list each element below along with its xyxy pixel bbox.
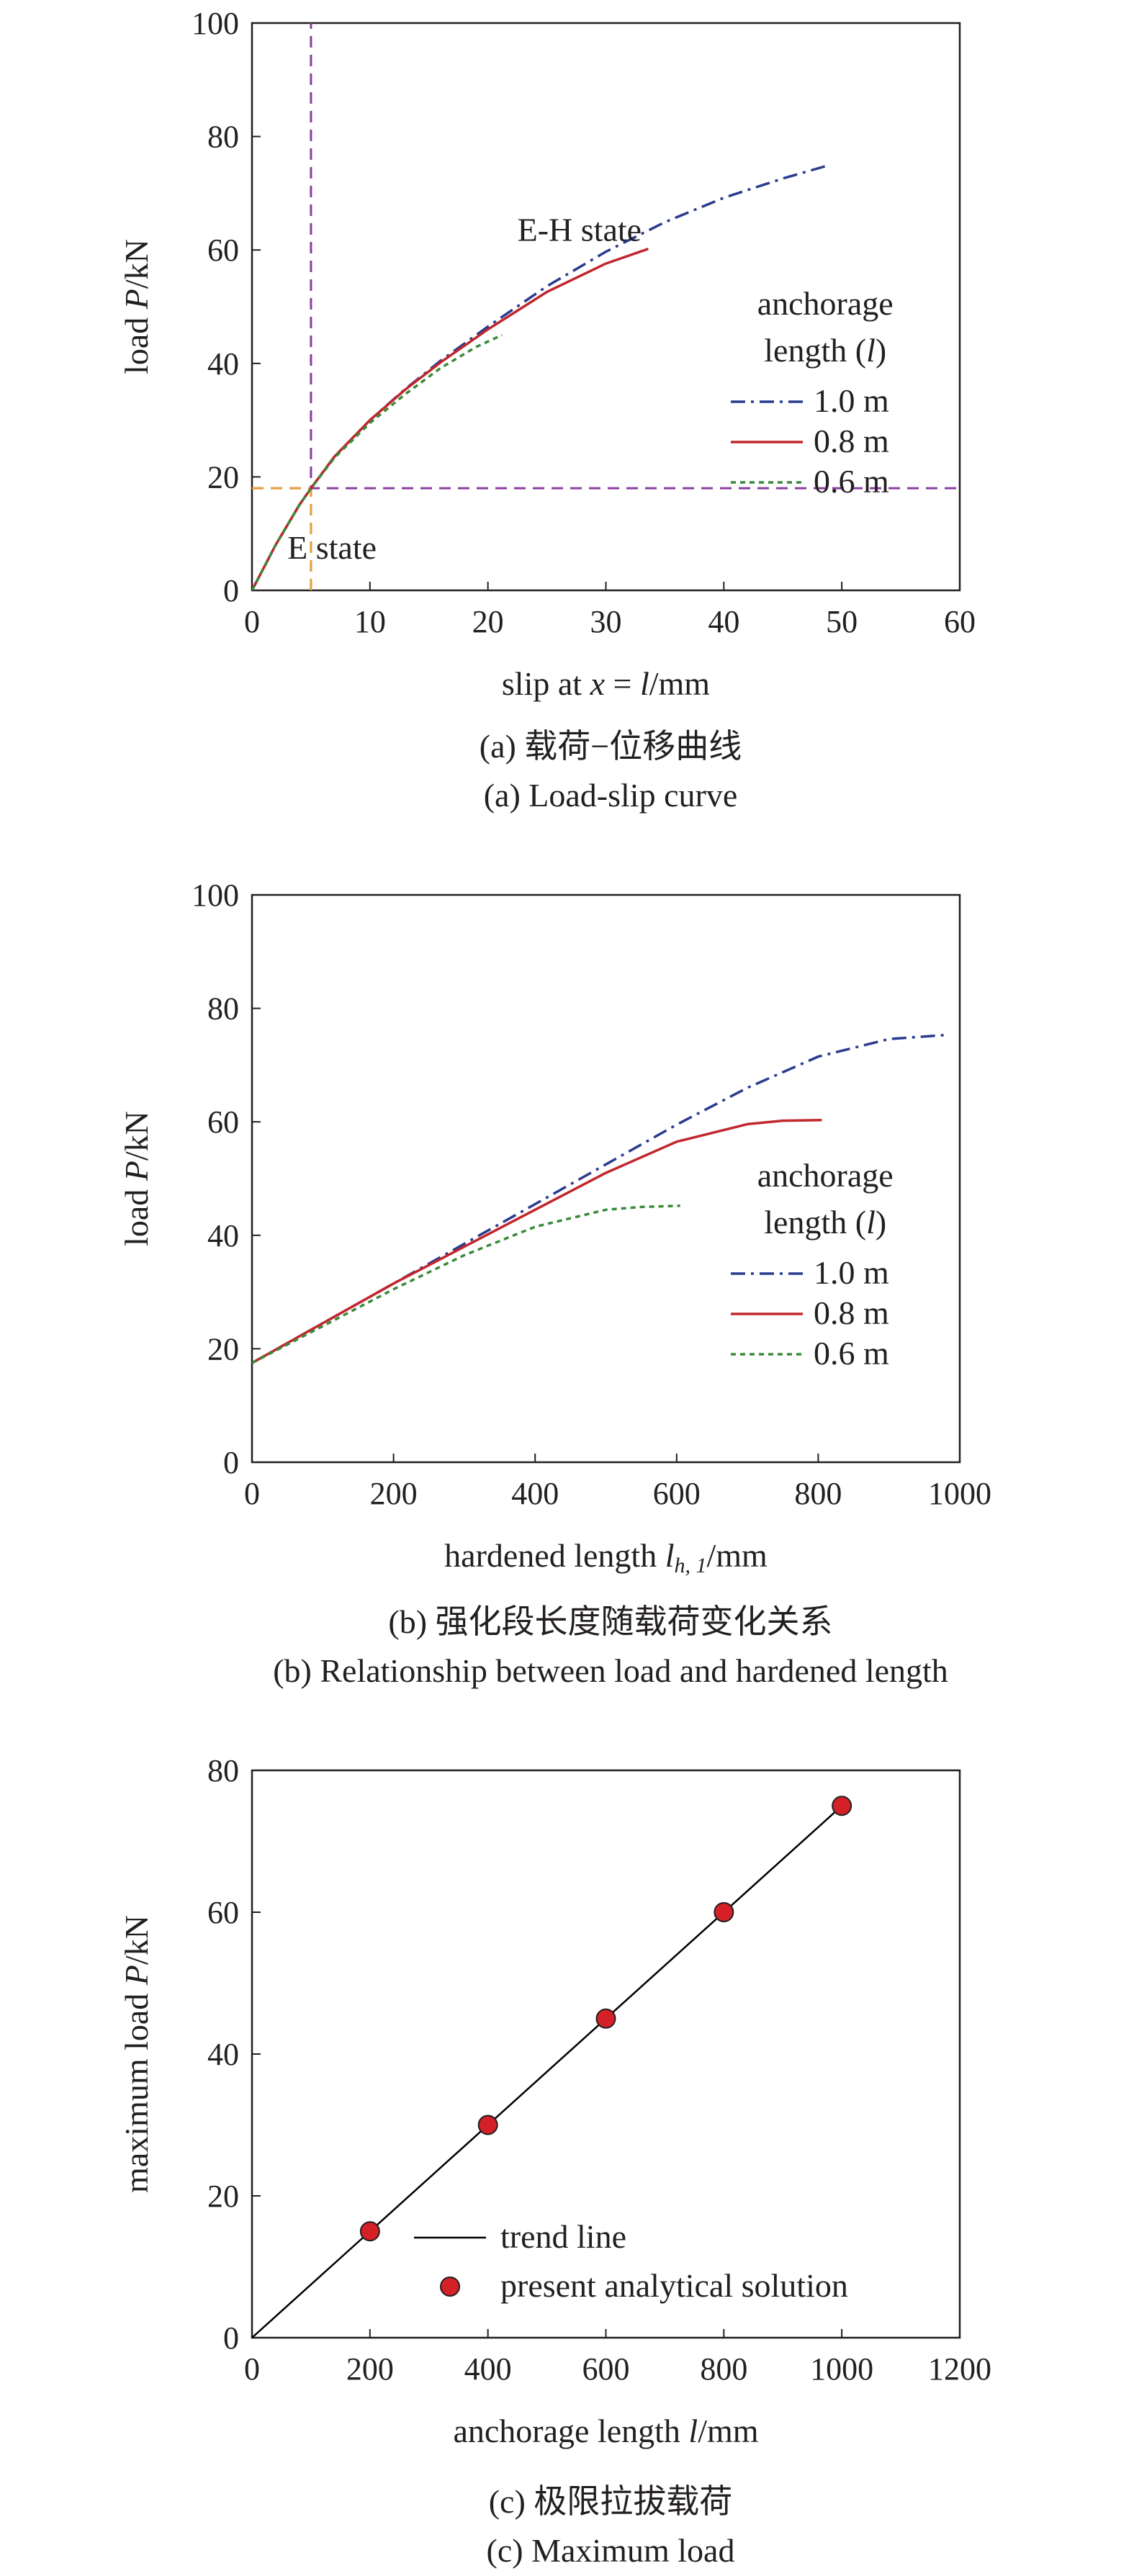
x-tick-label: 1000 bbox=[928, 1476, 991, 1511]
x-tick-label: 1200 bbox=[928, 2351, 991, 2387]
x-tick-label: 600 bbox=[653, 1476, 701, 1511]
caption-a-en: (a) Load-slip curve bbox=[484, 777, 738, 814]
y-tick-label: 80 bbox=[207, 120, 239, 155]
legend-title: anchorage bbox=[757, 285, 894, 322]
y-tick-label: 0 bbox=[223, 1445, 239, 1480]
y-tick-label: 20 bbox=[207, 2179, 239, 2214]
plot-frame bbox=[251, 893, 961, 1464]
data-point bbox=[832, 1796, 852, 1816]
caption-b-en: (b) Relationship between load and harden… bbox=[273, 1652, 948, 1689]
y-tick-label: 20 bbox=[207, 1331, 239, 1366]
y-axis-label: load P/kN bbox=[118, 239, 155, 374]
y-tick-label: 80 bbox=[207, 991, 239, 1027]
x-tick-label: 400 bbox=[464, 2351, 512, 2387]
legend-label: 0.8 m bbox=[814, 1294, 889, 1331]
y-tick-label: 40 bbox=[207, 346, 239, 382]
panel-b-hardened-length-chart: 0 200 400 600 800 1000 0 20 40 60 80 100 hardened le… bbox=[118, 878, 991, 1577]
series-line bbox=[252, 1119, 822, 1364]
panel-a-load-slip-chart: 0 10 20 30 40 50 60 0 20 40 60 80 100 slip at x = l/m… bbox=[118, 6, 976, 702]
caption-c-en: (c) Maximum load bbox=[487, 2532, 735, 2569]
series-line bbox=[252, 1805, 843, 2338]
legend-label: 0.6 m bbox=[814, 1335, 889, 1372]
x-tick-label: 800 bbox=[700, 2351, 747, 2387]
x-tick-label: 0 bbox=[244, 1476, 260, 1511]
data-point bbox=[477, 2115, 498, 2135]
y-axis-label: maximum load P/kN bbox=[118, 1915, 155, 2193]
legend-title-line2: length (l) bbox=[764, 1204, 886, 1240]
caption-a-cn: (a) 载荷−位移曲线 bbox=[480, 728, 742, 765]
x-tick-label: 50 bbox=[826, 604, 858, 639]
y-axis-label: load P/kN bbox=[118, 1111, 155, 1246]
y-tick-label: 40 bbox=[207, 2037, 239, 2072]
caption-b-cn: (b) 强化段长度随载荷变化关系 bbox=[388, 1603, 832, 1640]
x-tick-label: 60 bbox=[944, 604, 976, 639]
x-tick-label: 200 bbox=[370, 1476, 418, 1511]
y-tick-label: 20 bbox=[207, 459, 239, 495]
legend-swatch bbox=[440, 2276, 460, 2297]
legend-label: 0.8 m bbox=[814, 423, 889, 459]
y-tick-label: 60 bbox=[207, 233, 239, 268]
panel-c-maximum-load-chart: 0 200 400 600 800 1000 1200 0 20 40 60 80 anchorage … bbox=[118, 1753, 991, 2449]
annotation: E state bbox=[287, 529, 377, 566]
y-tick-label: 60 bbox=[207, 1104, 239, 1140]
x-tick-label: 30 bbox=[590, 604, 622, 639]
annotation: E-H state bbox=[518, 212, 642, 248]
data-point bbox=[595, 2008, 616, 2029]
legend-title: anchorage bbox=[757, 1157, 894, 1194]
data-point bbox=[714, 1902, 734, 1922]
x-tick-label: 400 bbox=[511, 1476, 559, 1511]
y-tick-label: 0 bbox=[223, 2320, 239, 2356]
x-tick-label: 20 bbox=[472, 604, 504, 639]
data-point bbox=[359, 2221, 380, 2242]
x-tick-label: 200 bbox=[346, 2351, 394, 2387]
x-tick-label: 10 bbox=[354, 604, 386, 639]
legend-title-line2: length (l) bbox=[764, 332, 886, 369]
y-tick-label: 0 bbox=[223, 573, 239, 608]
x-tick-label: 0 bbox=[244, 604, 260, 639]
x-axis-label: slip at x = l/mm bbox=[502, 665, 710, 702]
x-axis-label: anchorage length l/mm bbox=[453, 2413, 758, 2449]
legend-label: trend line bbox=[500, 2218, 626, 2255]
x-tick-label: 0 bbox=[244, 2351, 260, 2387]
legend-label: 1.0 m bbox=[814, 382, 889, 419]
y-tick-label: 100 bbox=[192, 6, 239, 41]
legend-label: 1.0 m bbox=[814, 1254, 889, 1291]
y-tick-label: 40 bbox=[207, 1218, 239, 1253]
y-tick-label: 100 bbox=[192, 878, 239, 913]
series-line bbox=[252, 247, 649, 590]
x-tick-label: 1000 bbox=[810, 2351, 873, 2387]
x-axis-label: hardened length lh, 1/mm bbox=[444, 1537, 768, 1577]
legend-label: 0.6 m bbox=[814, 463, 889, 500]
series-line bbox=[252, 1204, 680, 1364]
x-tick-label: 40 bbox=[708, 604, 739, 639]
caption-c-cn: (c) 极限拉拔载荷 bbox=[489, 2483, 733, 2520]
legend-label: present analytical solution bbox=[500, 2267, 848, 2304]
y-tick-label: 80 bbox=[207, 1753, 239, 1788]
series-line bbox=[252, 1033, 946, 1364]
x-tick-label: 600 bbox=[582, 2351, 630, 2387]
y-tick-label: 60 bbox=[207, 1895, 239, 1930]
series-line bbox=[252, 163, 831, 590]
series-line bbox=[252, 333, 503, 590]
x-tick-label: 800 bbox=[794, 1476, 842, 1511]
